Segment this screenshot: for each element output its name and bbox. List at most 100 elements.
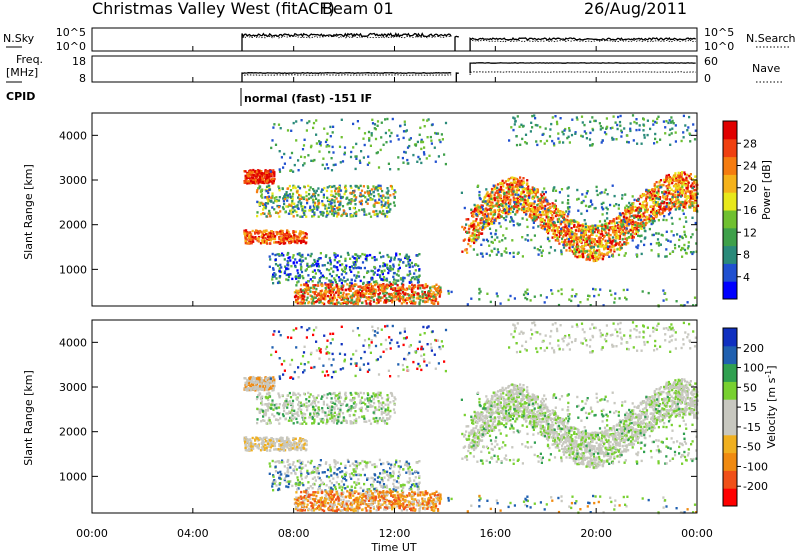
power-cell bbox=[627, 231, 630, 235]
power-cell bbox=[350, 299, 353, 302]
power-cell bbox=[465, 218, 468, 221]
power-cell bbox=[355, 157, 358, 160]
power-cell bbox=[523, 209, 526, 212]
power-cell bbox=[378, 186, 381, 190]
power-cell bbox=[349, 289, 352, 292]
power-cell bbox=[350, 265, 354, 268]
power-cell bbox=[657, 255, 660, 258]
power-cell bbox=[414, 269, 417, 272]
power-cell bbox=[265, 239, 268, 243]
power-cell bbox=[350, 192, 353, 195]
power-cell bbox=[260, 193, 263, 196]
power-cell bbox=[473, 227, 476, 231]
power-cell bbox=[287, 267, 290, 271]
power-cell bbox=[294, 230, 297, 233]
power-cell bbox=[598, 245, 601, 248]
power-cell bbox=[591, 227, 594, 230]
power-cell bbox=[615, 230, 618, 233]
power-cell bbox=[338, 189, 341, 192]
power-cell bbox=[581, 244, 584, 248]
power-cell bbox=[540, 251, 543, 254]
power-cell bbox=[611, 219, 615, 223]
power-cell bbox=[469, 245, 472, 248]
power-cell bbox=[638, 208, 641, 211]
power-cell bbox=[317, 265, 320, 268]
power-cell bbox=[651, 188, 654, 191]
power-cell bbox=[597, 240, 600, 243]
power-cell bbox=[549, 211, 552, 215]
power-cell bbox=[385, 297, 388, 300]
power-cell bbox=[570, 235, 573, 238]
power-cell bbox=[601, 257, 604, 261]
power-cell bbox=[627, 230, 630, 233]
power-cell bbox=[357, 285, 360, 288]
power-cell bbox=[376, 201, 379, 204]
power-cell bbox=[408, 294, 411, 297]
power-cell bbox=[259, 242, 263, 245]
power-cell bbox=[393, 295, 396, 299]
power-cell bbox=[397, 138, 400, 141]
power-cell bbox=[378, 251, 381, 255]
power-cell bbox=[678, 187, 681, 190]
power-cell bbox=[677, 183, 680, 187]
power-cell bbox=[347, 301, 350, 304]
power-cell bbox=[621, 229, 624, 232]
power-cell bbox=[541, 227, 544, 230]
power-cell bbox=[498, 222, 501, 225]
power-cell bbox=[489, 195, 492, 198]
power-cell bbox=[296, 269, 299, 272]
power-cell bbox=[681, 236, 684, 240]
power-cell bbox=[443, 153, 446, 156]
power-cell bbox=[598, 224, 601, 228]
power-cell bbox=[315, 262, 318, 265]
power-cell bbox=[508, 210, 511, 213]
power-cell bbox=[525, 202, 528, 205]
power-cell bbox=[438, 290, 441, 293]
power-cell bbox=[668, 175, 672, 179]
power-cell bbox=[389, 134, 392, 138]
power-cell bbox=[526, 203, 529, 206]
power-cell bbox=[618, 248, 622, 251]
power-cell bbox=[535, 189, 538, 192]
power-cell bbox=[323, 292, 326, 296]
power-cell bbox=[512, 220, 515, 223]
power-cell bbox=[264, 196, 267, 199]
power-cell bbox=[603, 235, 606, 239]
power-cell bbox=[391, 301, 394, 304]
power-cell bbox=[678, 217, 681, 221]
power-cell bbox=[437, 155, 440, 158]
power-cell bbox=[512, 224, 515, 227]
power-cell bbox=[246, 182, 249, 185]
power-cell bbox=[353, 283, 356, 286]
power-cell bbox=[646, 217, 649, 220]
power-cell bbox=[328, 144, 331, 148]
power-cell bbox=[408, 138, 411, 141]
power-cell bbox=[338, 205, 341, 209]
power-cell bbox=[304, 257, 307, 260]
power-cell bbox=[336, 268, 339, 272]
power-cell bbox=[520, 191, 523, 194]
power-cell bbox=[330, 288, 334, 291]
power-cell bbox=[339, 263, 342, 267]
power-cell bbox=[488, 200, 491, 203]
power-cell bbox=[592, 231, 595, 234]
power-cell bbox=[481, 252, 484, 255]
power-cell bbox=[670, 188, 673, 191]
power-cell bbox=[658, 243, 661, 246]
power-cell bbox=[498, 203, 501, 207]
power-cell bbox=[490, 197, 493, 201]
power-cell bbox=[278, 215, 281, 218]
power-cell bbox=[585, 250, 588, 253]
power-cell bbox=[333, 302, 336, 306]
power-cell bbox=[659, 243, 662, 246]
power-cell bbox=[400, 282, 404, 285]
power-cell bbox=[520, 197, 523, 200]
power-cell bbox=[275, 196, 278, 199]
power-cell bbox=[545, 198, 548, 202]
power-cell bbox=[600, 191, 603, 194]
power-cell bbox=[318, 140, 321, 143]
power-cell bbox=[470, 240, 474, 243]
power-cell bbox=[250, 242, 253, 245]
power-cell bbox=[566, 218, 569, 222]
power-cell bbox=[534, 190, 537, 194]
